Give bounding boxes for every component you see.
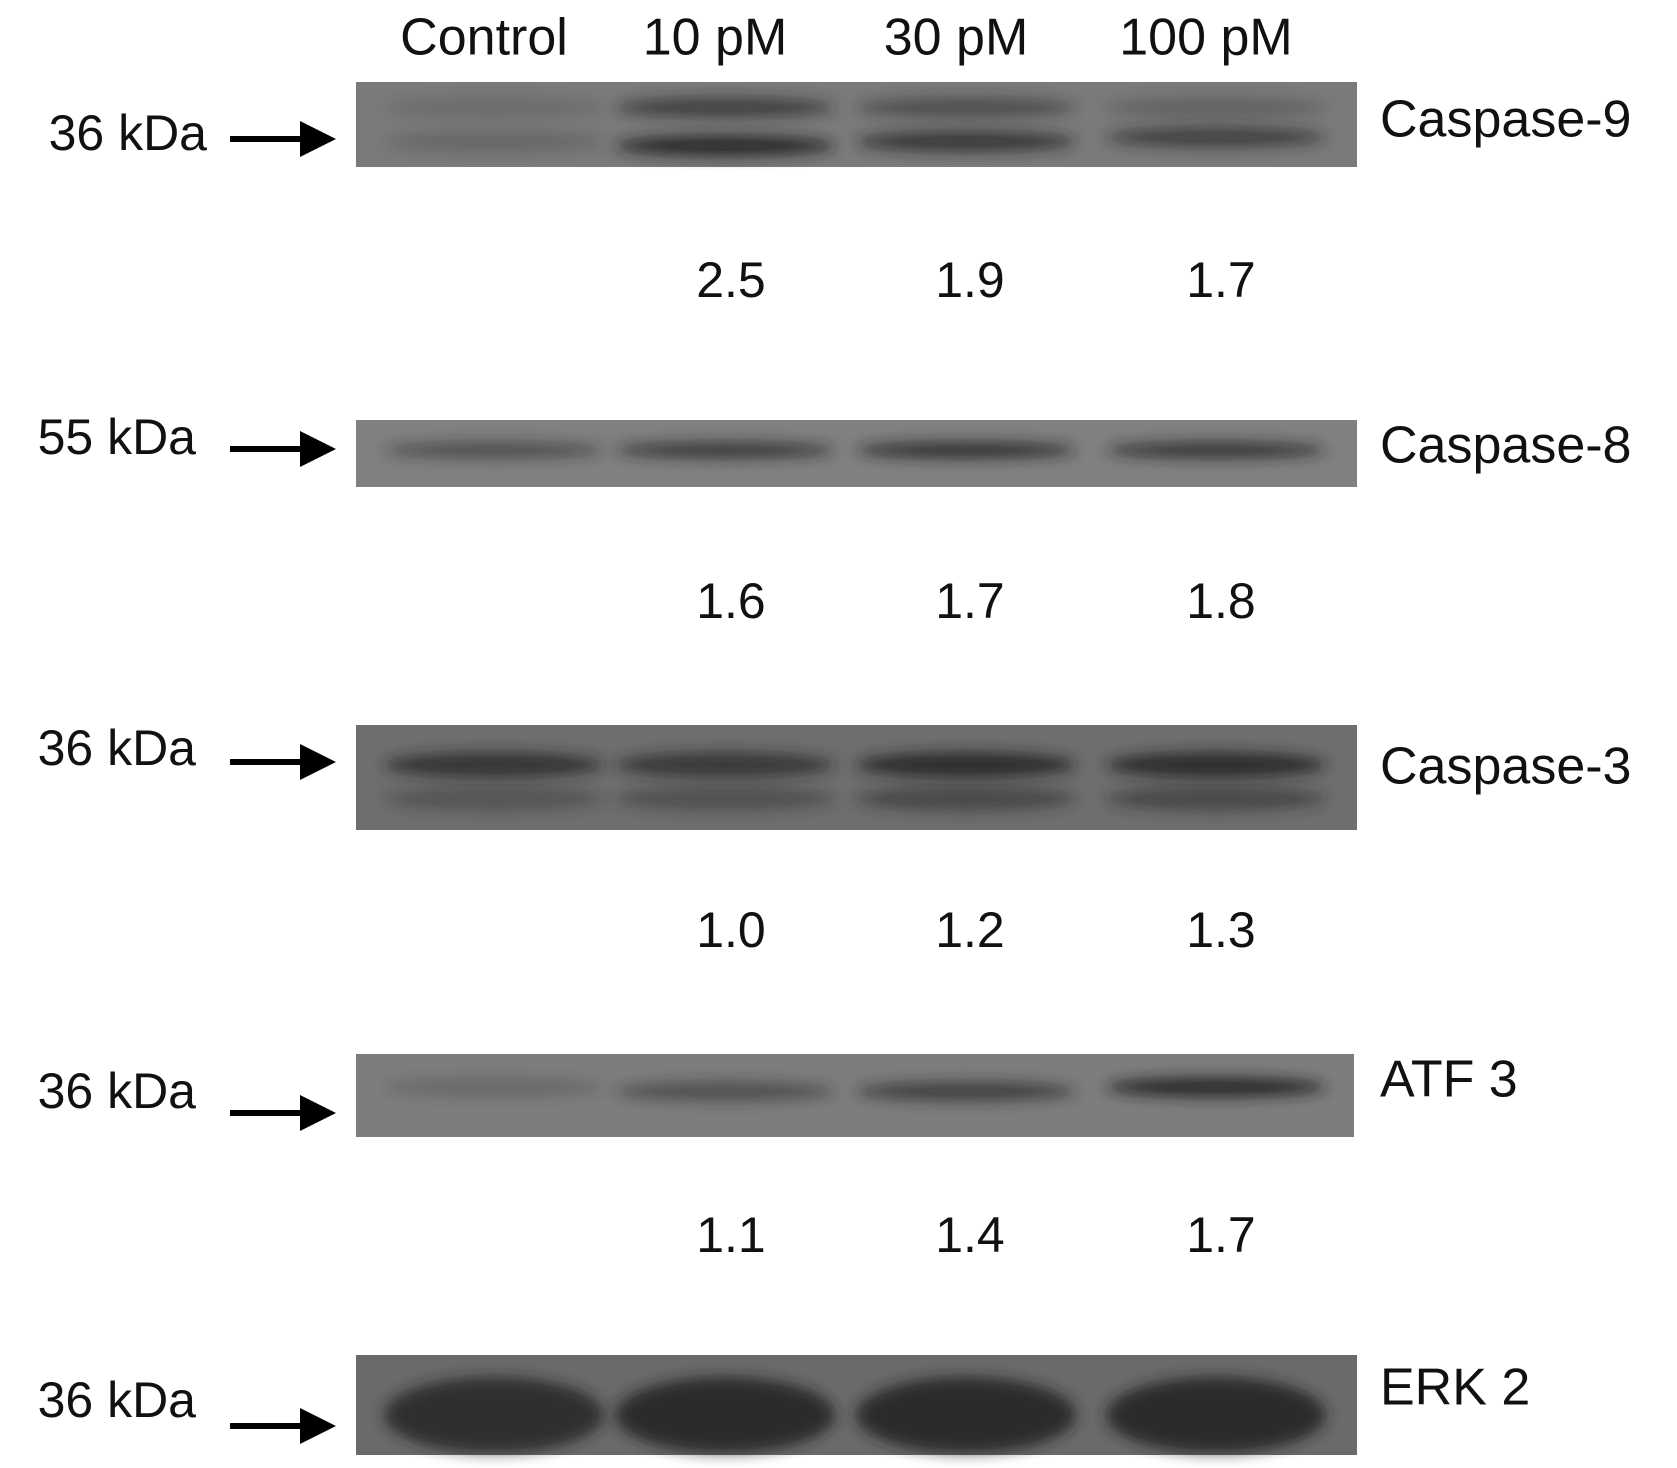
blot: [356, 82, 1357, 167]
blot-membrane: [356, 82, 1357, 167]
protein-label: Caspase-9: [1380, 91, 1631, 149]
protein-label: ERK 2: [1380, 1359, 1530, 1417]
marker-label: 36 kDa: [38, 1372, 197, 1428]
protein-label: Caspase-3: [1380, 738, 1631, 796]
band: [615, 135, 835, 156]
lane-label: 30 pM: [884, 9, 1029, 67]
band: [384, 97, 604, 118]
band: [1106, 785, 1326, 812]
band: [384, 1377, 604, 1453]
protein-label: Caspase-8: [1380, 417, 1631, 475]
ratio: 2.5: [696, 252, 766, 308]
marker-label: 36 kDa: [38, 720, 197, 776]
blot: [356, 1355, 1357, 1455]
marker-label: 55 kDa: [38, 409, 197, 465]
ratio: 1.7: [1186, 1207, 1256, 1263]
ratio: 1.2: [935, 902, 1005, 958]
blot: [356, 1054, 1354, 1137]
ratio: 1.6: [696, 573, 766, 629]
band: [856, 131, 1076, 152]
band: [856, 1377, 1076, 1453]
band: [1106, 442, 1326, 459]
lane-label: 100 pM: [1119, 9, 1292, 67]
band: [384, 785, 604, 812]
band: [1106, 127, 1326, 148]
band: [856, 442, 1076, 459]
band: [856, 97, 1076, 118]
band: [615, 1081, 835, 1102]
band: [615, 752, 835, 778]
band: [384, 1077, 604, 1098]
blot-membrane: [356, 725, 1357, 830]
band: [1106, 1077, 1326, 1098]
blot: [356, 725, 1357, 830]
lane-label: 10 pM: [643, 9, 788, 67]
lane-label: Control: [400, 9, 568, 67]
band: [856, 752, 1076, 778]
marker-label: 36 kDa: [38, 1063, 197, 1119]
band: [615, 785, 835, 812]
band: [1106, 1377, 1326, 1453]
band: [615, 1377, 835, 1453]
ratio: 1.4: [935, 1207, 1005, 1263]
blot: [356, 420, 1357, 487]
band: [856, 1081, 1076, 1102]
band: [856, 785, 1076, 812]
marker-label: 36 kDa: [49, 105, 208, 161]
band: [615, 442, 835, 459]
ratio: 1.0: [696, 902, 766, 958]
band: [1106, 752, 1326, 778]
ratio: 1.7: [935, 573, 1005, 629]
ratio: 1.3: [1186, 902, 1256, 958]
ratio: 1.1: [696, 1207, 766, 1263]
protein-label: ATF 3: [1380, 1051, 1518, 1109]
ratio: 1.7: [1186, 252, 1256, 308]
band: [1106, 97, 1326, 118]
band: [384, 752, 604, 778]
band: [384, 131, 604, 152]
band: [615, 97, 835, 118]
ratio: 1.9: [935, 252, 1005, 308]
ratio: 1.8: [1186, 573, 1256, 629]
band: [384, 442, 604, 459]
